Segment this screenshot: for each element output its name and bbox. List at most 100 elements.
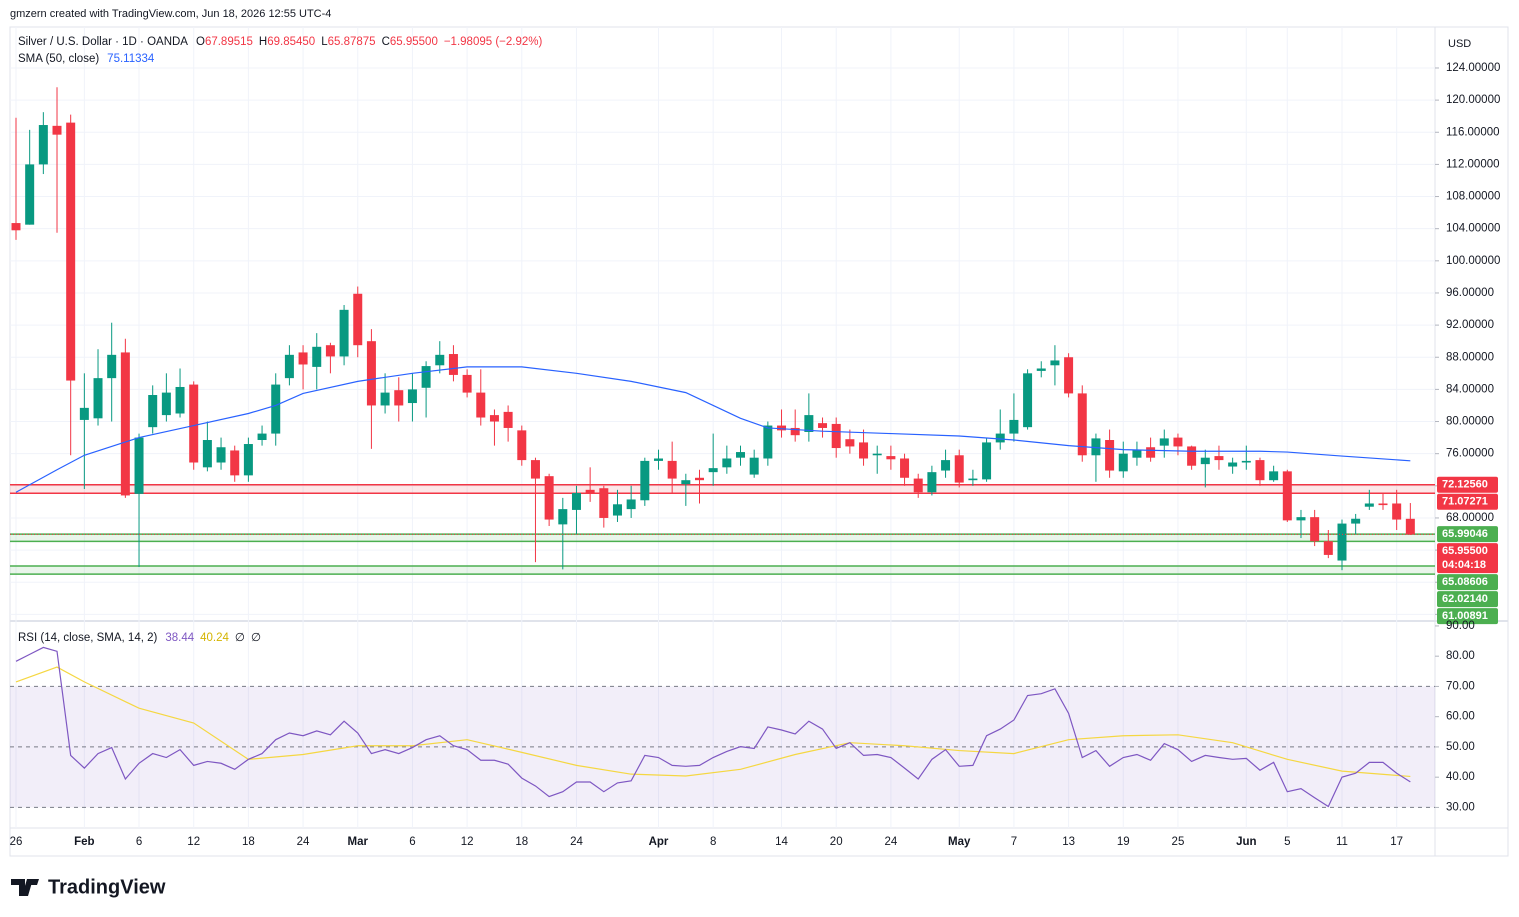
- frame: [9, 26, 1509, 857]
- candle-body: [722, 458, 732, 468]
- y-tick-label: 68.00000: [1446, 512, 1494, 524]
- x-tick-label: 14: [775, 836, 788, 848]
- candle-body: [1282, 471, 1292, 521]
- candle-body: [859, 442, 869, 459]
- candle-body: [1105, 440, 1115, 471]
- candle-body: [941, 460, 951, 471]
- candle-body: [325, 345, 335, 357]
- candle-body: [1214, 456, 1224, 461]
- candle-body: [558, 509, 568, 525]
- zone: [10, 565, 1435, 575]
- candle-body: [1064, 357, 1074, 394]
- y-tick-label: 124.00000: [1446, 62, 1500, 74]
- candle-body: [886, 456, 896, 460]
- price-label-box: [1437, 476, 1498, 493]
- rsi-tick-label: 90.00: [1446, 620, 1475, 632]
- y-tick-label: 96.00000: [1446, 287, 1494, 299]
- candle-body: [394, 390, 404, 406]
- candle-body: [626, 499, 636, 510]
- legend-text: SMA (50, close): [18, 53, 99, 65]
- candle-body: [421, 366, 431, 388]
- y-tick-label: 76.00000: [1446, 448, 1494, 460]
- rsi-tick-label: 70.00: [1446, 680, 1475, 692]
- logo-mark: [11, 879, 39, 896]
- candle-body: [161, 392, 171, 416]
- candle-body: [749, 457, 759, 475]
- price-label-box: [1437, 591, 1498, 608]
- candle-body: [667, 460, 677, 479]
- y-tick-label: 112.00000: [1446, 158, 1500, 170]
- x-tick-label: May: [948, 836, 971, 848]
- candle-body: [954, 455, 964, 483]
- candle-body: [517, 430, 527, 461]
- legend-text: 75.11334: [107, 53, 155, 65]
- candle-body: [872, 453, 882, 456]
- candle-body: [612, 504, 622, 516]
- x-tick-label: Jun: [1236, 836, 1256, 848]
- x-tick-label: 17: [1390, 836, 1403, 848]
- candle-body: [366, 341, 376, 406]
- candle-body: [1392, 503, 1402, 520]
- candle-body: [175, 386, 185, 414]
- price-label: 72.12560: [1442, 479, 1488, 491]
- price-label-box: [1437, 574, 1498, 591]
- candle-body: [544, 476, 554, 520]
- rsi-sma-line: [15, 666, 1411, 778]
- candle-body: [503, 411, 513, 428]
- candle-body: [66, 122, 76, 381]
- candle-body: [407, 389, 417, 404]
- x-tick-label: 7: [1011, 836, 1017, 848]
- price-label: 61.00891: [1442, 610, 1488, 622]
- candle-body: [202, 440, 212, 468]
- price-label: 65.95500: [1442, 545, 1488, 557]
- legend-text: 40.24: [200, 632, 229, 644]
- y-tick-label: 80.00000: [1446, 416, 1494, 428]
- currency: USD: [1448, 38, 1471, 50]
- candle-body: [1036, 368, 1046, 371]
- candle-body: [1351, 518, 1361, 524]
- candle-body: [243, 444, 253, 476]
- price-label: 04:04:18: [1442, 559, 1486, 571]
- candle-body: [11, 223, 21, 231]
- candle-body: [1241, 460, 1251, 463]
- candle-body: [148, 395, 158, 428]
- candle-body: [93, 378, 103, 419]
- grid: [10, 27, 1435, 828]
- candle-body: [1146, 447, 1156, 458]
- rsi-tick-label: 40.00: [1446, 771, 1475, 783]
- x-tick-label: 24: [884, 836, 897, 848]
- candle-body: [777, 425, 787, 431]
- candle-body: [79, 407, 89, 420]
- price-label-box: [1437, 543, 1498, 574]
- logo-text: TradingView: [48, 876, 166, 898]
- candle-body: [1050, 360, 1060, 366]
- candle-body: [599, 488, 609, 518]
- y-tick-label: 108.00000: [1446, 191, 1500, 203]
- candle-body: [312, 346, 322, 367]
- candle-body: [107, 354, 117, 379]
- candle-body: [1337, 523, 1347, 561]
- legend-text: −1.98095 (−2.92%): [444, 36, 543, 48]
- candle-body: [476, 392, 486, 418]
- candle-body: [790, 427, 800, 436]
- candle-body: [1023, 373, 1033, 428]
- legend-text: H: [259, 36, 267, 48]
- x-tick-label: 24: [297, 836, 310, 848]
- candle-body: [1118, 453, 1128, 472]
- candle-body: [695, 477, 704, 481]
- candle-body: [1173, 437, 1183, 447]
- price-label: 65.08606: [1442, 576, 1488, 588]
- rsi-tick-label: 80.00: [1446, 650, 1475, 662]
- x-tick-label: 8: [710, 836, 716, 848]
- candle-body: [189, 384, 199, 463]
- candle-body: [1159, 438, 1169, 446]
- legend-text: ∅: [235, 632, 245, 644]
- x-tick-label: 13: [1062, 836, 1075, 848]
- candle-body: [653, 458, 663, 461]
- x-tick-label: 25: [1172, 836, 1185, 848]
- candle-body: [845, 439, 855, 447]
- price-label-box: [1437, 526, 1498, 543]
- candle-body: [1187, 446, 1197, 466]
- candle-body: [1364, 503, 1374, 507]
